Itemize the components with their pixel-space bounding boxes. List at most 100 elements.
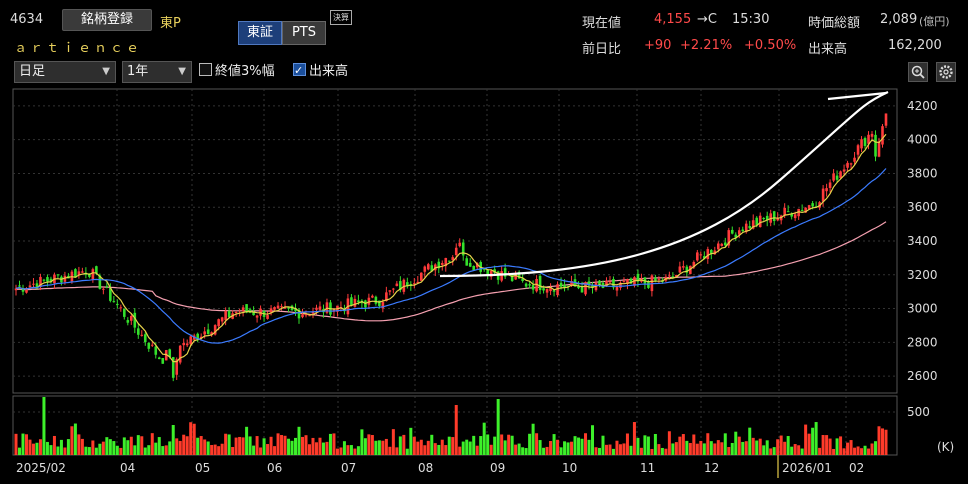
candles xyxy=(14,113,888,382)
volume-bar xyxy=(269,436,273,455)
candle-body xyxy=(619,282,622,288)
candle-body xyxy=(678,266,682,273)
volume-bar xyxy=(136,435,140,455)
volume-bar xyxy=(489,444,493,455)
volume-bar xyxy=(56,446,60,455)
moving-averages xyxy=(15,133,887,363)
volume-bar xyxy=(730,442,734,455)
candle-body xyxy=(671,276,675,278)
volume-bar xyxy=(514,444,518,455)
volume-check-label: 出来高 xyxy=(309,64,349,79)
volume-bar xyxy=(94,447,98,455)
volume-bar xyxy=(454,405,458,455)
candle-body xyxy=(552,290,556,292)
volume-bar xyxy=(744,441,748,455)
volume-bar xyxy=(273,446,277,455)
candle-body xyxy=(350,297,353,306)
candle-body xyxy=(636,273,640,282)
volume-bar xyxy=(699,440,703,455)
volume-bar xyxy=(150,433,154,455)
x-tick-label: 2025/02 xyxy=(16,461,66,475)
magnifier-icon[interactable] xyxy=(908,62,928,82)
candle-body xyxy=(580,286,584,293)
candle-body xyxy=(217,319,220,327)
volume-bar xyxy=(66,439,70,455)
volume-bar xyxy=(255,436,259,455)
ma-mid-line xyxy=(15,168,887,344)
candle-body xyxy=(538,275,542,291)
volume-bar xyxy=(807,433,811,455)
period-select[interactable]: 日足 ▼ xyxy=(14,61,116,83)
volume-bar xyxy=(458,446,462,455)
volume-bar xyxy=(416,441,420,455)
volume-bar xyxy=(765,440,769,455)
candle-body xyxy=(171,357,175,378)
volume-bar xyxy=(748,427,752,455)
volume-bar xyxy=(238,436,242,455)
volume-bar xyxy=(877,426,881,455)
tab-pts[interactable]: PTS xyxy=(282,21,326,45)
volume-bar xyxy=(384,438,388,455)
volume-bar xyxy=(643,435,647,455)
close-3pct-checkbox[interactable]: 終値3%幅 xyxy=(199,62,275,82)
volume-checkbox[interactable]: 出来高 xyxy=(293,61,349,82)
candle-body xyxy=(748,226,752,229)
volume-bar xyxy=(339,447,343,455)
checkbox-box[interactable] xyxy=(199,63,212,76)
candle-body xyxy=(234,311,238,313)
candle-body xyxy=(685,266,689,273)
candle-body xyxy=(849,163,853,165)
gear-icon[interactable] xyxy=(936,62,956,82)
volume-bar xyxy=(468,441,472,455)
tab-tosho[interactable]: 東証 xyxy=(238,21,282,45)
volume-bar xyxy=(535,433,539,455)
candle-body xyxy=(112,301,116,303)
candle-body xyxy=(116,303,119,305)
candle-body xyxy=(140,334,144,336)
volume-bar xyxy=(545,446,549,455)
volume-bar xyxy=(870,443,874,455)
candle-body xyxy=(88,273,91,277)
y-tick-label: 3800 xyxy=(907,166,938,180)
candle-body xyxy=(622,281,626,283)
range-select[interactable]: 1年 ▼ xyxy=(122,61,192,83)
volume-tick-label: 500 xyxy=(907,405,930,419)
volume-bar xyxy=(566,442,570,455)
volume-bar xyxy=(734,431,738,455)
candle-body xyxy=(696,252,699,261)
candle-body xyxy=(821,188,825,202)
x-tick-label: 11 xyxy=(640,461,655,475)
volume-bar xyxy=(507,434,511,455)
mcap-label: 時価総額 xyxy=(808,16,861,31)
candle-body xyxy=(210,332,213,335)
candle-body xyxy=(423,266,427,272)
volume-bar xyxy=(245,426,249,455)
volume-bar xyxy=(447,436,451,455)
volume-bar xyxy=(639,447,643,455)
settlement-badge[interactable]: 決算 xyxy=(330,10,352,25)
volume-bar xyxy=(772,447,776,455)
candle-body xyxy=(723,242,727,246)
candle-body xyxy=(839,171,842,178)
candle-body xyxy=(420,272,423,281)
checkbox-box[interactable] xyxy=(293,61,306,81)
volume-bar xyxy=(328,433,332,455)
volume-bar xyxy=(608,444,612,455)
volume-bar xyxy=(112,441,116,455)
register-button[interactable]: 銘柄登録 xyxy=(62,9,152,31)
volume-bar xyxy=(811,427,815,455)
volume-bar xyxy=(129,436,133,455)
candle-body xyxy=(556,284,559,296)
volume-bar xyxy=(664,448,668,455)
candle-body xyxy=(213,325,217,335)
volume-bar xyxy=(486,434,490,455)
volume-bar xyxy=(98,443,102,455)
volume-bar xyxy=(42,397,46,455)
volume-bar xyxy=(674,442,678,455)
volume-bar xyxy=(542,447,546,455)
candle-body xyxy=(224,310,227,321)
volume-bar xyxy=(678,436,682,455)
candle-body xyxy=(143,334,147,343)
candle-body xyxy=(881,126,884,145)
